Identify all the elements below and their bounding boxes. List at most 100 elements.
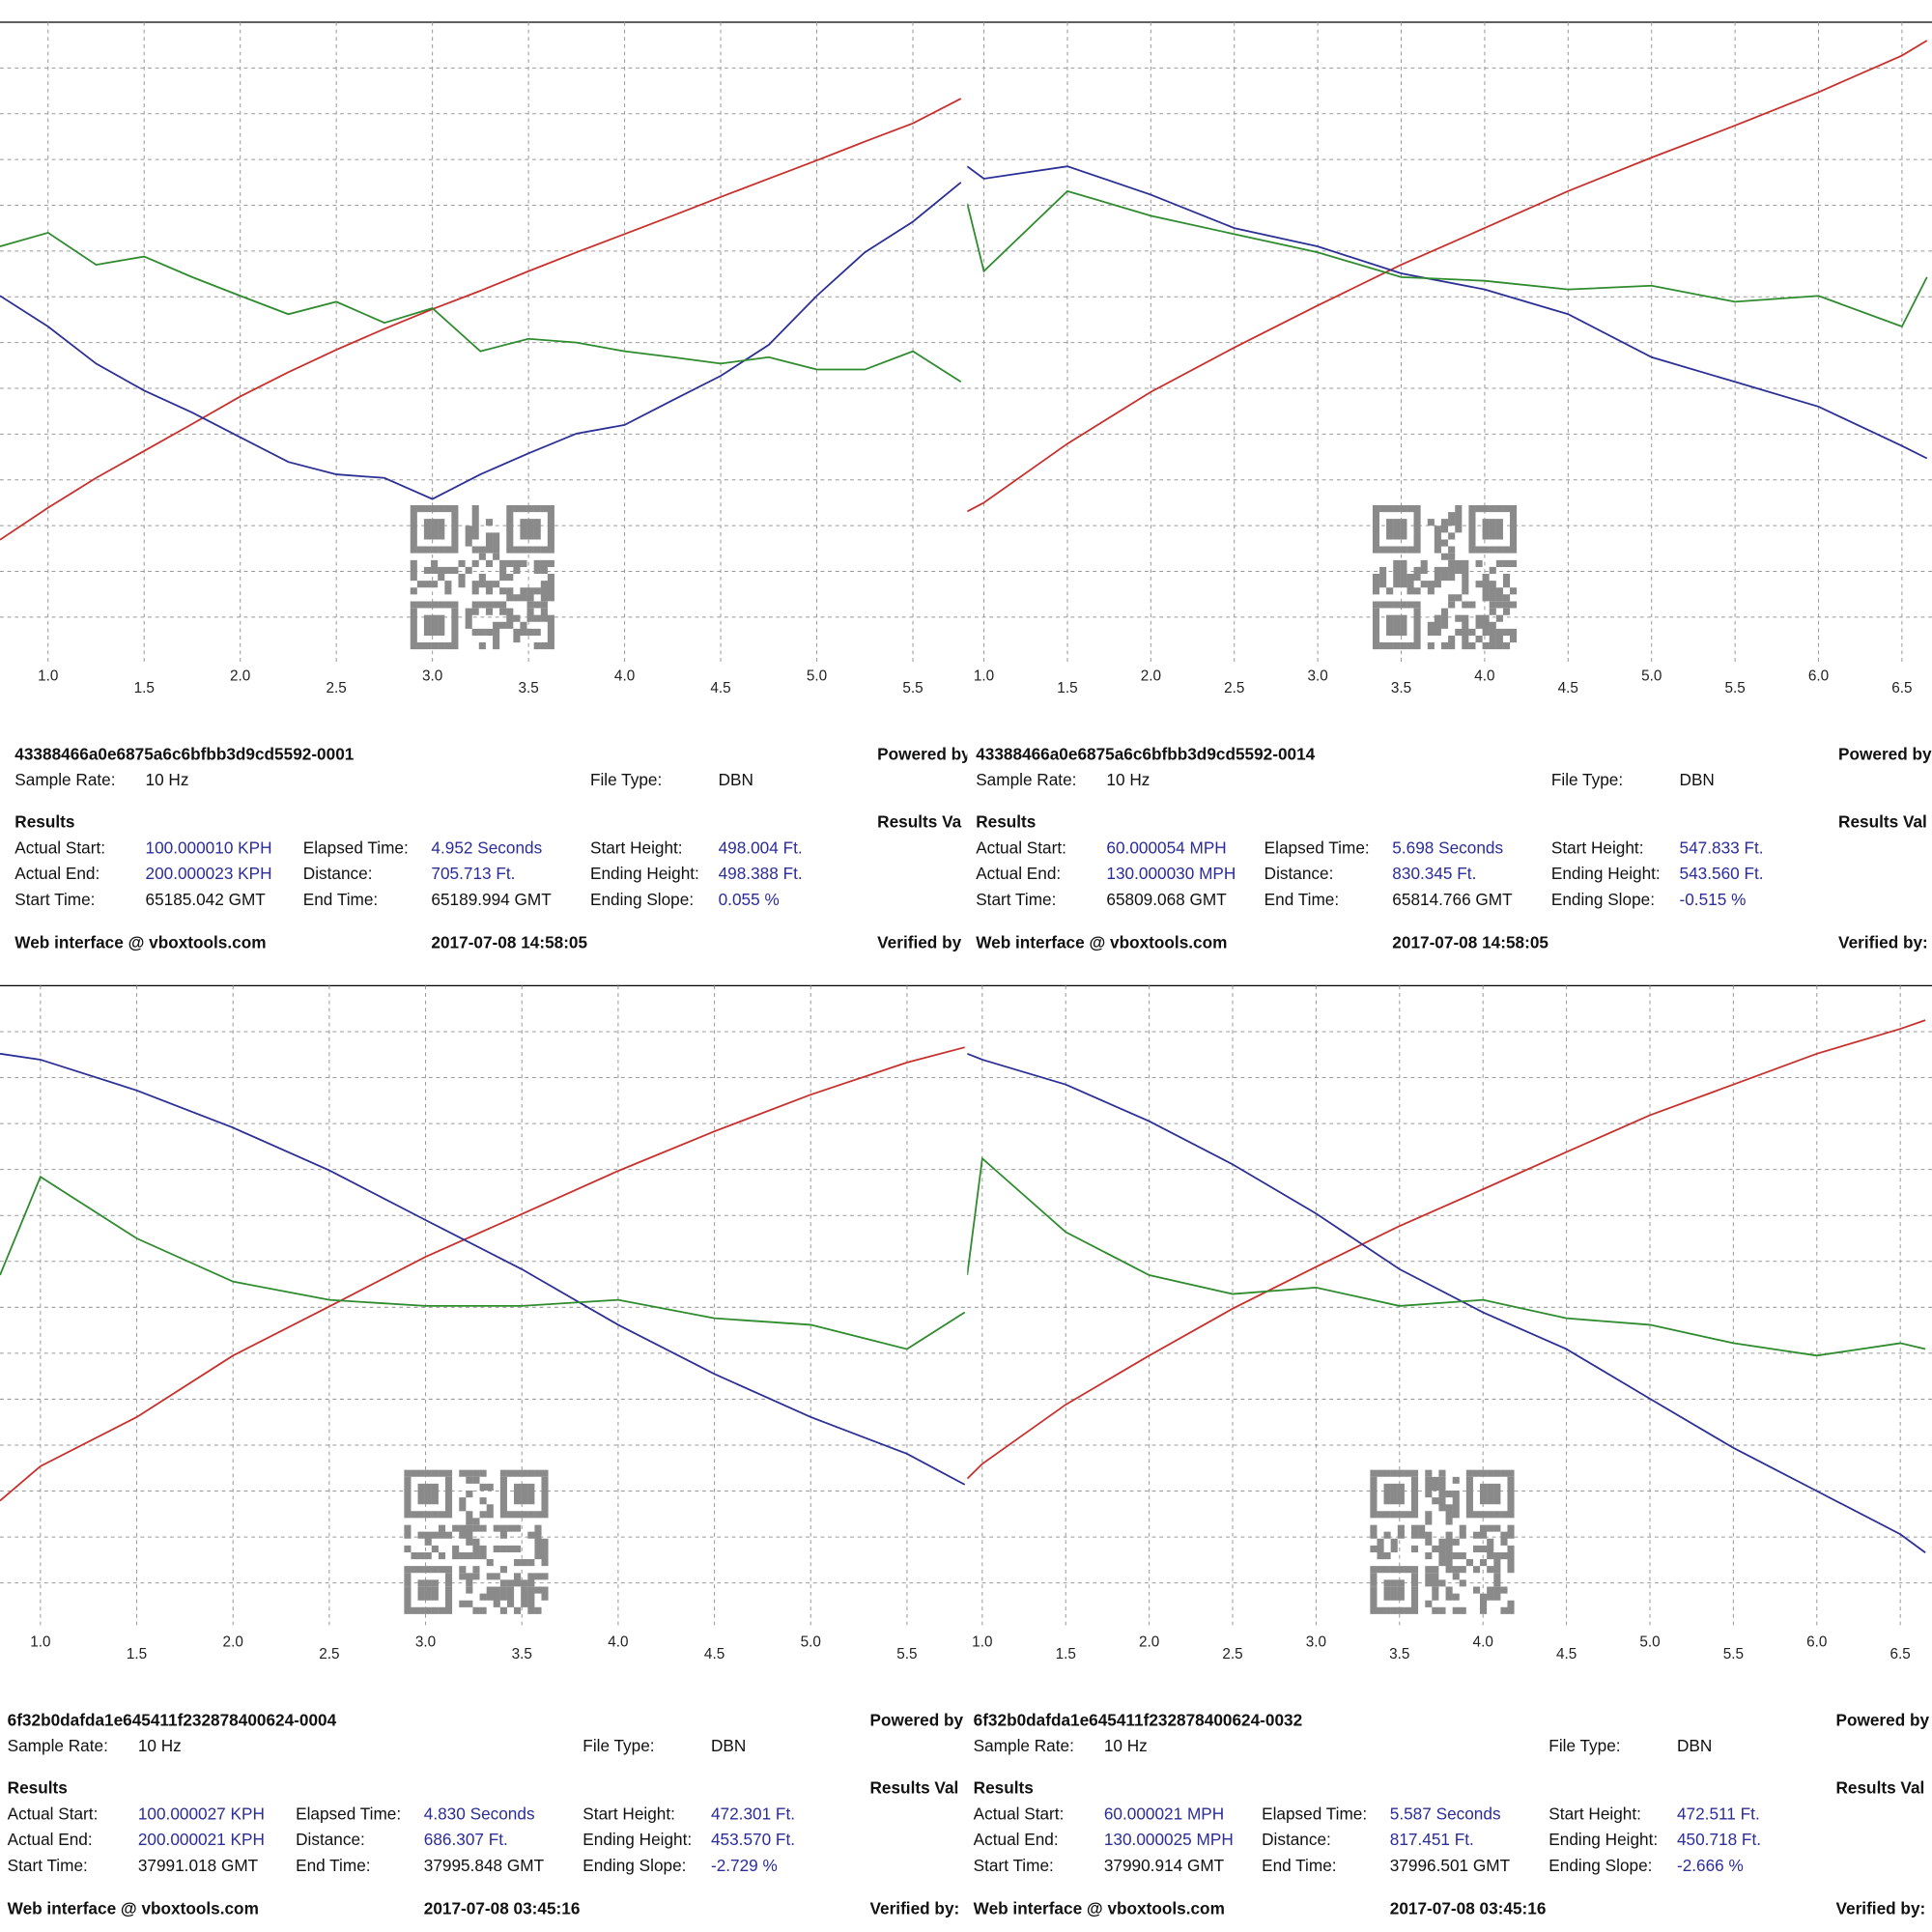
field-value: 5.587 Seconds — [1390, 1804, 1501, 1823]
field-label: Ending Height: — [590, 864, 699, 883]
field-value: 0.055 % — [719, 890, 780, 909]
qr-code — [410, 504, 554, 650]
field-label: Distance: — [303, 864, 373, 883]
field-label: Actual Start: — [14, 838, 105, 857]
field-value: 817.451 Ft. — [1390, 1830, 1474, 1849]
field-value: DBN — [719, 770, 753, 789]
powered-by: Powered by — [1838, 744, 1932, 763]
field-label: Start Time: — [14, 890, 95, 909]
field-label: Start Time: — [8, 1856, 88, 1875]
field-label: Actual End: — [976, 864, 1061, 883]
x-tick-label: 2.0 — [1141, 668, 1161, 684]
field-value: 830.345 Ft. — [1392, 864, 1476, 883]
report-date: 2017-07-08 03:45:16 — [1390, 1899, 1547, 1918]
field-label: Ending Slope: — [590, 890, 694, 909]
x-tick-label: 2.5 — [319, 1646, 339, 1662]
x-tick-label: 2.5 — [1224, 680, 1244, 696]
field-label: Ending Height: — [582, 1830, 692, 1849]
field-label: Sample Rate: — [976, 770, 1076, 789]
x-tick-label: 1.5 — [134, 680, 155, 696]
series-line — [967, 1019, 1926, 1480]
result-panel: 6f32b0dafda1e645411f232878400624-0032 Pow… — [974, 1710, 1930, 1918]
field-label: Distance: — [1264, 864, 1334, 883]
web-interface: Web interface @ vboxtools.com — [8, 1899, 259, 1918]
report-date: 2017-07-08 14:58:05 — [1392, 933, 1548, 952]
x-tick-label: 2.0 — [223, 1634, 243, 1650]
field-label: Actual End: — [8, 1830, 93, 1849]
x-tick-label: 5.0 — [1639, 1634, 1660, 1650]
field-label: Actual Start: — [976, 838, 1066, 857]
series-line — [967, 1156, 1926, 1357]
qr-code — [1370, 1469, 1515, 1614]
field-value: 10 Hz — [146, 770, 189, 789]
field-value: 4.952 Seconds — [431, 838, 542, 857]
field-value: 130.000025 MPH — [1104, 1830, 1234, 1849]
field-value: 10 Hz — [138, 1736, 182, 1755]
field-value: 10 Hz — [1106, 770, 1150, 789]
field-value: 4.830 Seconds — [424, 1804, 535, 1823]
report-date: 2017-07-08 03:45:16 — [424, 1899, 581, 1918]
series-line — [0, 1175, 966, 1350]
field-label: Actual End: — [974, 1830, 1059, 1849]
field-label: Sample Rate: — [14, 770, 115, 789]
chart: 1.0 1.5 2.0 2.5 3.0 3.5 4.0 4.5 5.0 5.5 — [0, 985, 966, 1662]
x-tick-label: 2.5 — [1222, 1646, 1242, 1662]
x-tick-label: 3.0 — [422, 668, 442, 684]
field-label: Ending Height: — [1551, 864, 1661, 883]
field-label: Elapsed Time: — [1264, 838, 1370, 857]
x-tick-label: 3.0 — [1306, 1634, 1326, 1650]
series-line — [0, 1052, 966, 1486]
series-line — [967, 165, 1928, 460]
file-id: 6f32b0dafda1e645411f232878400624-0032 — [974, 1710, 1303, 1729]
section-heading: Results — [8, 1778, 68, 1798]
field-label: Start Height: — [1551, 838, 1644, 857]
field-value: 37991.018 GMT — [138, 1856, 259, 1875]
verified-by: Verified by — [877, 933, 961, 952]
verified-by: Verified by: — [1836, 1899, 1926, 1918]
web-interface: Web interface @ vboxtools.com — [974, 1899, 1225, 1918]
field-value: 130.000030 MPH — [1106, 864, 1236, 883]
field-label: File Type: — [590, 770, 662, 789]
x-tick-label: 4.5 — [710, 680, 730, 696]
qr-code — [404, 1469, 549, 1614]
field-value: 543.560 Ft. — [1680, 864, 1764, 883]
x-tick-label: 4.0 — [1473, 1634, 1493, 1650]
field-label: Distance: — [296, 1830, 365, 1849]
field-value: 200.000021 KPH — [138, 1830, 265, 1849]
x-tick-label: 3.5 — [1389, 1646, 1409, 1662]
x-tick-label: 6.5 — [1891, 680, 1912, 696]
field-label: Start Time: — [974, 1856, 1054, 1875]
file-id: 43388466a0e6875a6c6bfbb3d9cd5592-0014 — [976, 744, 1315, 763]
x-tick-label: 5.0 — [801, 1634, 821, 1650]
field-label: Start Height: — [590, 838, 683, 857]
series-line — [967, 189, 1928, 328]
file-id: 43388466a0e6875a6c6bfbb3d9cd5592-0001 — [14, 744, 354, 763]
field-label: Ending Slope: — [582, 1856, 686, 1875]
field-value: 100.000027 KPH — [138, 1804, 265, 1823]
series-line — [0, 231, 962, 384]
field-value: 5.698 Seconds — [1392, 838, 1503, 857]
x-tick-label: 6.5 — [1890, 1646, 1911, 1662]
field-label: Sample Rate: — [974, 1736, 1074, 1755]
field-value: 100.000010 KPH — [146, 838, 272, 857]
field-value: 453.570 Ft. — [711, 1830, 795, 1849]
file-id: 6f32b0dafda1e645411f232878400624-0004 — [8, 1710, 337, 1729]
field-label: Ending Slope: — [1551, 890, 1655, 909]
x-tick-label: 1.0 — [974, 668, 994, 684]
field-value: 498.388 Ft. — [719, 864, 803, 883]
result-panel: 43388466a0e6875a6c6bfbb3d9cd5592-0001 Pow… — [14, 744, 967, 952]
series-line — [0, 1046, 965, 1502]
x-tick-label: 2.0 — [230, 668, 250, 684]
x-tick-label: 1.0 — [38, 668, 58, 684]
x-tick-label: 1.0 — [30, 1634, 50, 1650]
x-tick-label: 3.0 — [415, 1634, 436, 1650]
x-tick-label: 3.5 — [512, 1646, 532, 1662]
field-label: Sample Rate: — [8, 1736, 108, 1755]
result-panel: 43388466a0e6875a6c6bfbb3d9cd5592-0014 Pow… — [976, 744, 1932, 952]
x-tick-label: 2.0 — [1139, 1634, 1159, 1650]
field-label: Start Height: — [1548, 1804, 1641, 1823]
x-tick-label: 3.5 — [1391, 680, 1411, 696]
field-label: End Time: — [1264, 890, 1339, 909]
x-tick-label: 4.0 — [1474, 668, 1494, 684]
